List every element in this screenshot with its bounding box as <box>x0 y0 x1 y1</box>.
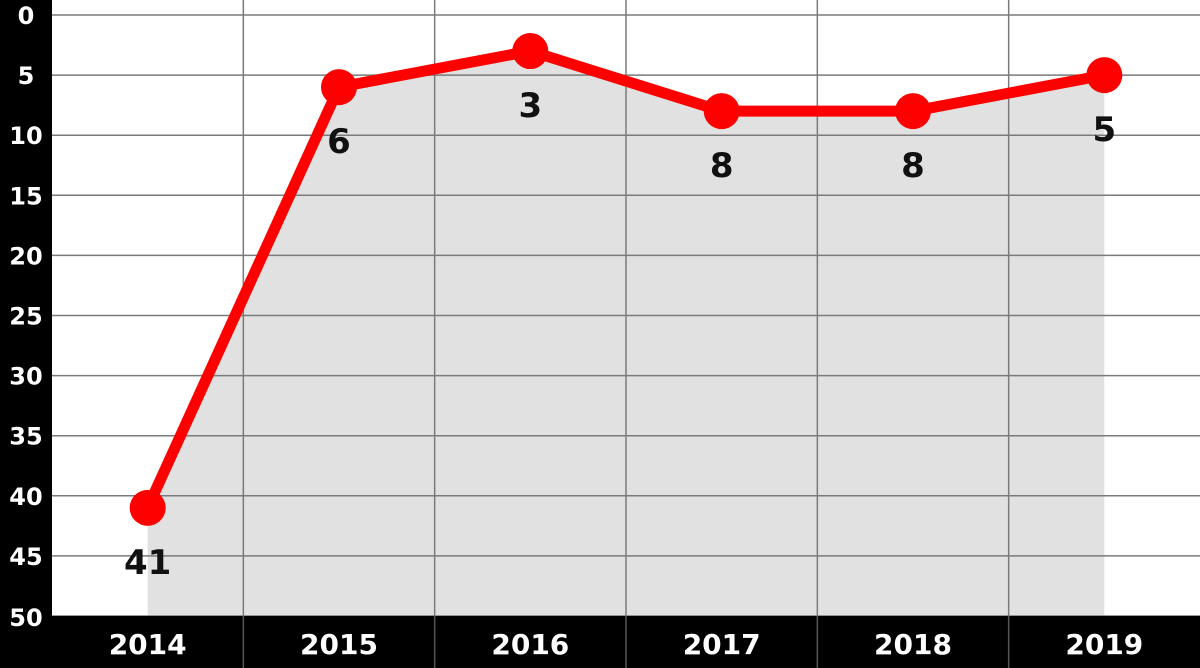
x-tick-label-2015: 2015 <box>300 628 378 661</box>
data-point-2017 <box>703 93 740 130</box>
x-tick-label-2018: 2018 <box>874 628 952 661</box>
data-label-2017: 8 <box>710 146 734 186</box>
y-tick-label-45: 45 <box>9 543 42 571</box>
data-point-2014 <box>129 489 166 526</box>
data-point-2015 <box>321 69 357 106</box>
x-axis-band <box>0 616 1200 668</box>
y-tick-label-0: 0 <box>18 2 35 30</box>
y-tick-label-10: 10 <box>9 122 42 150</box>
x-tick-label-2017: 2017 <box>683 628 761 661</box>
data-label-2014: 41 <box>124 543 171 583</box>
y-tick-label-15: 15 <box>9 182 42 210</box>
data-label-2015: 6 <box>327 122 351 162</box>
x-tick-label-2014: 2014 <box>109 628 187 661</box>
x-tick-label-2016: 2016 <box>491 628 569 661</box>
y-tick-label-40: 40 <box>9 483 42 511</box>
y-tick-label-25: 25 <box>9 303 42 331</box>
data-point-2016 <box>512 33 549 70</box>
data-point-2019 <box>1086 57 1123 94</box>
data-label-2019: 5 <box>1092 110 1116 150</box>
x-tick-label-2019: 2019 <box>1065 628 1143 661</box>
data-label-2016: 3 <box>518 86 542 126</box>
data-label-2018: 8 <box>901 146 925 186</box>
series-line <box>142 45 1110 514</box>
y-tick-label-20: 20 <box>9 242 42 270</box>
y-axis-band <box>0 0 52 668</box>
y-tick-label-50: 50 <box>9 604 42 632</box>
y-tick-label-35: 35 <box>9 423 42 451</box>
data-point-2018 <box>895 93 931 130</box>
y-tick-label-30: 30 <box>9 363 42 391</box>
y-tick-label-5: 5 <box>18 62 35 90</box>
